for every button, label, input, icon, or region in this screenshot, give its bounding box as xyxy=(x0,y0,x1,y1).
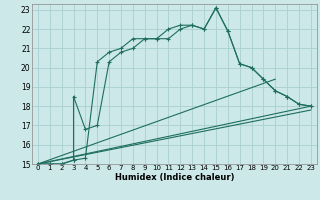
X-axis label: Humidex (Indice chaleur): Humidex (Indice chaleur) xyxy=(115,173,234,182)
